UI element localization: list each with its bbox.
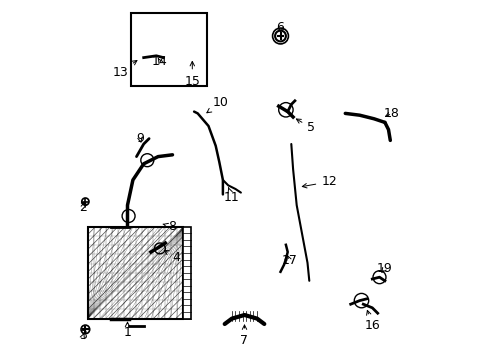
Bar [88, 227, 183, 319]
Text: 7: 7 [240, 325, 248, 347]
Text: 9: 9 [136, 132, 144, 145]
Text: 1: 1 [123, 322, 131, 339]
Bar [131, 13, 206, 86]
Text: 18: 18 [384, 107, 399, 120]
Text: 5: 5 [296, 119, 314, 134]
Text: 19: 19 [376, 262, 392, 275]
Text: 10: 10 [206, 96, 228, 113]
Bar [183, 227, 191, 319]
Text: 2: 2 [79, 201, 87, 213]
Text: 16: 16 [364, 310, 379, 332]
Text: 12: 12 [302, 175, 336, 188]
Text: 11: 11 [224, 188, 239, 204]
Text: 6: 6 [276, 21, 284, 33]
Text: 13: 13 [112, 60, 137, 78]
Text: 17: 17 [281, 255, 297, 267]
Text: 15: 15 [184, 62, 200, 87]
Text: 14: 14 [152, 55, 167, 68]
Text: 8: 8 [163, 220, 176, 233]
Text: 4: 4 [164, 250, 180, 264]
Text: 3: 3 [79, 329, 87, 342]
Circle shape [272, 28, 288, 44]
